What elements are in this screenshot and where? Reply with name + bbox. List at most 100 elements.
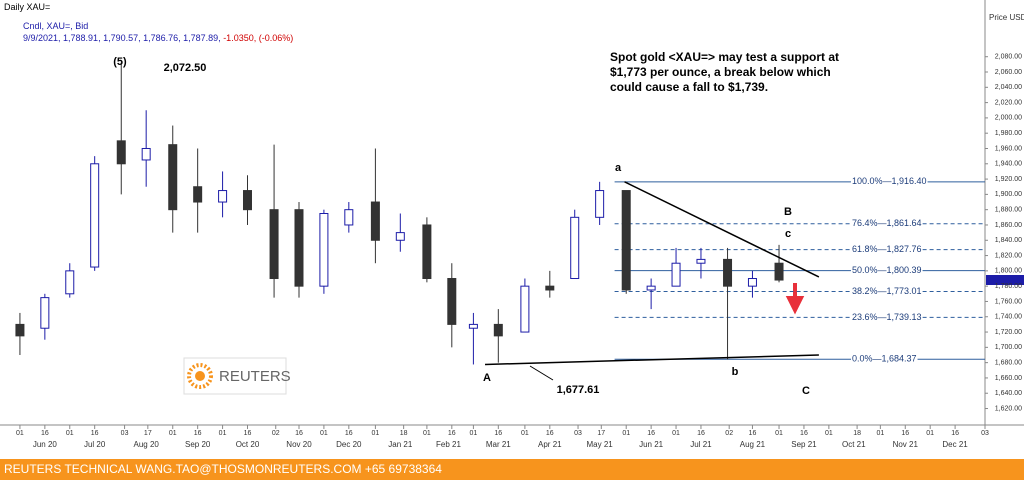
x-tick-label: 01 bbox=[423, 430, 431, 437]
candle-body bbox=[294, 209, 304, 287]
y-tick-label: 1,860.00 bbox=[995, 222, 1022, 229]
candle-body bbox=[15, 323, 25, 337]
x-tick-label: 16 bbox=[647, 430, 655, 437]
candle-body bbox=[468, 323, 478, 329]
month-label: Oct 20 bbox=[236, 440, 260, 449]
wave-label: 1,677.61 bbox=[557, 384, 600, 396]
candle-body bbox=[370, 201, 380, 241]
fib-label-bg bbox=[851, 264, 923, 275]
month-label: Dec 20 bbox=[336, 440, 362, 449]
fib-label-bg bbox=[851, 244, 923, 255]
candle-body bbox=[520, 285, 530, 333]
y-tick-label: 1,820.00 bbox=[995, 252, 1022, 259]
y-tick-label: 1,880.00 bbox=[995, 207, 1022, 214]
series-line: Cndl, XAU=, Bid bbox=[23, 21, 89, 31]
x-tick-label: 16 bbox=[546, 430, 554, 437]
x-tick-label: 01 bbox=[469, 430, 477, 437]
y-tick-label: 1,920.00 bbox=[995, 176, 1022, 183]
y-tick-label: 1,960.00 bbox=[995, 145, 1022, 152]
candle-body bbox=[90, 163, 100, 268]
y-tick-label: 1,980.00 bbox=[995, 130, 1022, 137]
x-tick-label: 01 bbox=[825, 430, 833, 437]
x-tick-label: 17 bbox=[597, 430, 605, 437]
candle-body bbox=[141, 147, 151, 161]
x-tick-label: 01 bbox=[876, 430, 884, 437]
logo-text: REUTERS bbox=[219, 368, 291, 385]
fib-label: 23.6%—1,739.13 bbox=[852, 312, 922, 322]
y-tick-label: 1,660.00 bbox=[995, 375, 1022, 382]
x-tick-label: 18 bbox=[400, 430, 408, 437]
x-tick-label: 01 bbox=[521, 430, 529, 437]
candle-body bbox=[774, 262, 784, 281]
chart: REUTERS Price USD Ozs 1,620.00 1,640.00 1,6… bbox=[0, 0, 1024, 449]
fib-label: 0.0%—1,684.37 bbox=[852, 354, 917, 364]
x-tick-label: 16 bbox=[749, 430, 757, 437]
month-label: Jun 20 bbox=[33, 440, 58, 449]
candle-body bbox=[395, 232, 405, 241]
x-tick-label: 02 bbox=[272, 430, 280, 437]
candle-body bbox=[269, 209, 279, 280]
month-label: Apr 21 bbox=[538, 440, 562, 449]
fib-label: 100.0%—1,916.40 bbox=[852, 176, 927, 186]
y-tick-label: 1,840.00 bbox=[995, 237, 1022, 244]
note: Spot gold <XAU=> may test a support at $… bbox=[610, 50, 855, 95]
month-label: Jul 21 bbox=[690, 440, 712, 449]
candle-body bbox=[319, 213, 329, 287]
y-tick-label: 1,640.00 bbox=[995, 390, 1022, 397]
candle-body bbox=[696, 258, 706, 264]
candle-body bbox=[218, 190, 228, 203]
wave-label: 2,072.50 bbox=[164, 62, 207, 74]
x-tick-label: 16 bbox=[448, 430, 456, 437]
x-tick-label: 16 bbox=[800, 430, 808, 437]
y-tick-label: 2,040.00 bbox=[995, 84, 1022, 91]
candle-body bbox=[344, 209, 354, 226]
trendline bbox=[485, 354, 819, 366]
fib-label-bg bbox=[851, 353, 918, 364]
fib-label-bg bbox=[851, 218, 923, 229]
month-label: Mar 21 bbox=[486, 440, 511, 449]
candle-body bbox=[723, 258, 733, 287]
candle-body bbox=[671, 262, 681, 287]
x-tick-label: 01 bbox=[672, 430, 680, 437]
x-tick-label: 16 bbox=[194, 430, 202, 437]
last-price-marker bbox=[986, 275, 1024, 285]
x-tick-label: 16 bbox=[91, 430, 99, 437]
down-arrow bbox=[785, 283, 805, 315]
x-tick-label: 16 bbox=[345, 430, 353, 437]
fib-label: 50.0%—1,800.39 bbox=[852, 265, 922, 275]
candle-body bbox=[242, 190, 252, 211]
wave-label: C bbox=[802, 385, 810, 397]
x-tick-label: 16 bbox=[244, 430, 252, 437]
wave-label: a bbox=[615, 162, 622, 174]
month-label: Jul 20 bbox=[84, 440, 106, 449]
y-tick-label: 1,620.00 bbox=[995, 405, 1022, 412]
candle-body bbox=[621, 190, 631, 291]
change: -1.0350, (-0.06%) bbox=[223, 33, 294, 43]
y-tick-label: 1,940.00 bbox=[995, 161, 1022, 168]
candle-body bbox=[646, 285, 656, 291]
x-tick-label: 01 bbox=[320, 430, 328, 437]
candle-body bbox=[570, 216, 580, 280]
x-tick-label: 01 bbox=[66, 430, 74, 437]
x-tick-label: 16 bbox=[951, 430, 959, 437]
fib-label-bg bbox=[851, 311, 923, 322]
trendline bbox=[624, 181, 820, 278]
x-tick-label: 18 bbox=[853, 430, 861, 437]
candle-body bbox=[422, 224, 432, 280]
x-tick-label: 03 bbox=[121, 430, 129, 437]
month-label: Sep 20 bbox=[185, 440, 211, 449]
candle-body bbox=[545, 285, 555, 291]
candle-body bbox=[65, 270, 75, 295]
candle-body bbox=[40, 297, 50, 329]
month-label: Sep 21 bbox=[791, 440, 817, 449]
y-tick-label: 1,720.00 bbox=[995, 329, 1022, 336]
y-tick-label: 2,060.00 bbox=[995, 69, 1022, 76]
month-label: Aug 21 bbox=[740, 440, 766, 449]
x-tick-label: 01 bbox=[219, 430, 227, 437]
candle-body bbox=[747, 278, 757, 287]
month-label: Jun 21 bbox=[639, 440, 664, 449]
y-tick-label: 1,680.00 bbox=[995, 359, 1022, 366]
x-tick-label: 02 bbox=[725, 430, 733, 437]
x-tick-label: 17 bbox=[144, 430, 152, 437]
ohlc-line: 9/9/2021, 1,788.91, 1,790.57, 1,786.76, … bbox=[23, 33, 221, 43]
